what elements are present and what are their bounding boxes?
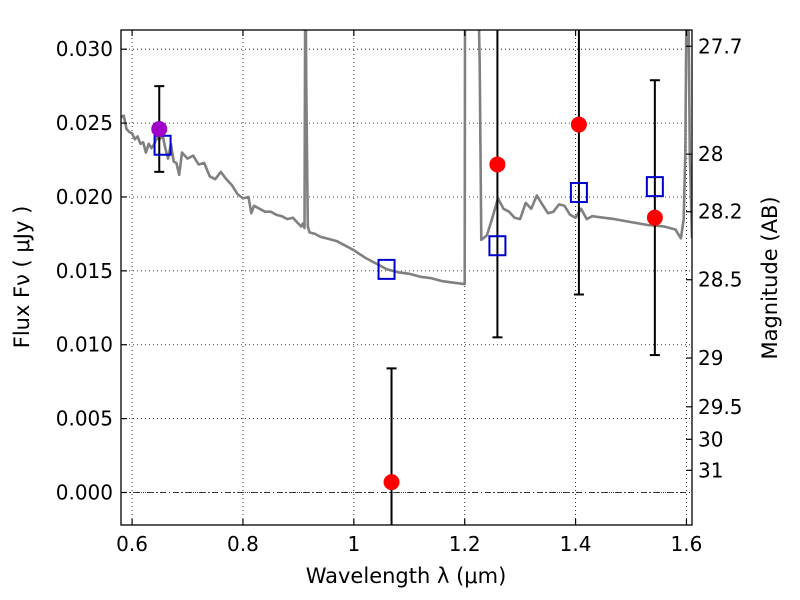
x-tick-label: 1.4 (560, 532, 592, 556)
y-tick-label: 0.015 (56, 259, 113, 283)
observed-point (151, 121, 168, 137)
x-tick-label: 1.2 (449, 532, 481, 556)
synthetic-point (488, 235, 507, 257)
y-tick-label: 0.030 (56, 37, 113, 61)
error-bars (154, 30, 660, 525)
x-tick-label: 1 (347, 532, 360, 556)
grid-lines (121, 30, 692, 525)
magnitude-axis-title: Magnitude (AB) (758, 196, 782, 359)
x-axis-title: Wavelength λ (μm) (306, 564, 507, 588)
x-tick-label: 0.8 (227, 532, 259, 556)
magnitude-tick-label: 28 (698, 142, 723, 166)
model-spectrum-line (121, 30, 692, 286)
synthetic-point (569, 182, 588, 204)
magnitude-tick-label: 28.5 (698, 268, 743, 292)
y-tick-label: 0.005 (56, 407, 113, 431)
plot-frame (120, 29, 693, 526)
y-tick-label: 0.010 (56, 333, 113, 357)
magnitude-tick-label: 30 (698, 427, 723, 451)
synthetic-photometry-markers (153, 134, 664, 280)
magnitude-tick-label: 27.7 (698, 34, 743, 58)
y-tick-label: 0.000 (56, 480, 113, 504)
x-tick-label: 1.6 (671, 532, 703, 556)
observed-point (383, 474, 400, 491)
y-tick-label: 0.020 (56, 185, 113, 209)
magnitude-tick-label: 31 (698, 458, 723, 482)
magnitude-tick-label: 29 (698, 346, 723, 370)
synthetic-point (377, 258, 396, 280)
x-tick-label: 0.6 (116, 532, 148, 556)
magnitude-tick-label: 28.2 (698, 200, 743, 224)
y-axis-ticks: 0.000 0.005 0.010 0.015 0.020 0.025 0.030 (56, 37, 127, 504)
observed-photometry-markers (151, 116, 663, 491)
y-tick-label: 0.025 (56, 111, 113, 135)
synthetic-point (645, 176, 664, 198)
magnitude-axis-ticks: 27.7 28 28.2 28.5 29 29.5 30 31 (686, 34, 743, 482)
y-axis-title: Flux Fν ( μJy ) (10, 206, 34, 349)
observed-point (570, 116, 587, 133)
observed-point (646, 209, 663, 226)
magnitude-tick-label: 29.5 (698, 395, 743, 419)
x-axis-ticks: 0.6 0.8 1 1.2 1.4 1.6 (116, 30, 702, 556)
observed-point (489, 156, 506, 173)
